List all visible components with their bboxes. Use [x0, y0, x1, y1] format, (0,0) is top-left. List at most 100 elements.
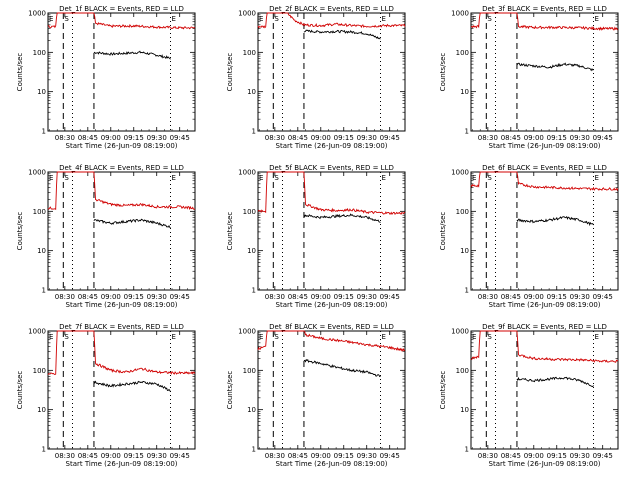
series-lld-line [47, 171, 196, 211]
x-tick-label: 09:00 [311, 134, 331, 142]
y-tick-label: 100 [456, 367, 469, 375]
series-events-line [516, 376, 594, 388]
marker-label: S [274, 333, 279, 341]
y-axis-label: Counts/sec [439, 212, 447, 251]
marker-label: E [472, 174, 476, 182]
y-tick-label: 1 [252, 287, 256, 295]
x-tick-label: 08:30 [265, 452, 285, 460]
x-tick-label: 08:45 [78, 293, 98, 301]
x-axis-label: Start Time (26-Jun-09 08:19:00) [489, 460, 601, 468]
marker-label: S [487, 174, 492, 182]
x-axis-label: Start Time (26-Jun-09 08:19:00) [66, 142, 178, 150]
y-tick-label: 100 [243, 49, 256, 57]
x-tick-label: 08:30 [265, 134, 285, 142]
y-tick-label: 1000 [238, 328, 256, 336]
panel-title: Det_3f BLACK = Events, RED = LLD [482, 5, 607, 13]
series-events-line [516, 62, 594, 72]
series-lld-line [257, 12, 406, 29]
panel-1: Det_1f BLACK = Events, RED = LLD Counts/s… [16, 5, 196, 150]
y-tick-label: 100 [33, 49, 46, 57]
marker-label: S [64, 333, 69, 341]
y-tick-label: 100 [243, 367, 256, 375]
x-tick-label: 08:45 [78, 134, 98, 142]
panel-title: Det_4f BLACK = Events, RED = LLD [59, 164, 184, 172]
marker-label: E [49, 174, 53, 182]
x-tick-label: 09:15 [124, 452, 144, 460]
x-tick-label: 09:15 [547, 134, 567, 142]
y-axis-label: Counts/sec [439, 371, 447, 410]
x-tick-label: 09:00 [101, 452, 121, 460]
x-tick-label: 09:15 [547, 452, 567, 460]
x-tick-label: 09:45 [593, 134, 613, 142]
panel-8: Det_8f BLACK = Events, RED = LLD Counts/s… [226, 323, 406, 468]
x-tick-label: 09:15 [124, 293, 144, 301]
x-tick-label: 09:30 [147, 134, 167, 142]
x-axis-label: Start Time (26-Jun-09 08:19:00) [489, 301, 601, 309]
y-tick-label: 1000 [28, 10, 46, 18]
x-tick-label: 09:00 [524, 452, 544, 460]
y-tick-label: 10 [247, 406, 256, 414]
x-axis-label: Start Time (26-Jun-09 08:19:00) [276, 142, 388, 150]
x-tick-label: 09:00 [524, 293, 544, 301]
panel-title: Det_6f BLACK = Events, RED = LLD [482, 164, 607, 172]
y-axis-label: Counts/sec [226, 212, 234, 251]
y-tick-label: 1 [465, 446, 469, 454]
marker-label: S [64, 174, 69, 182]
x-tick-label: 08:30 [55, 452, 75, 460]
x-tick-label: 08:45 [288, 134, 308, 142]
panel-5: Det_5f BLACK = Events, RED = LLD Counts/s… [226, 164, 406, 309]
marker-label: E [382, 15, 386, 23]
x-tick-label: 09:00 [524, 134, 544, 142]
plot-frame [257, 171, 406, 291]
plot-frame [470, 330, 619, 450]
y-axis-label: Counts/sec [226, 53, 234, 92]
y-tick-label: 1 [42, 446, 46, 454]
panel-2: Det_2f BLACK = Events, RED = LLD Counts/s… [226, 5, 406, 150]
x-tick-label: 09:45 [380, 293, 400, 301]
y-tick-label: 1000 [28, 328, 46, 336]
marker-label: E [172, 15, 176, 23]
y-tick-label: 10 [460, 247, 469, 255]
x-tick-label: 09:00 [101, 134, 121, 142]
marker-label: S [274, 15, 279, 23]
plot-frame [470, 171, 619, 291]
x-tick-label: 09:30 [570, 134, 590, 142]
x-tick-label: 09:45 [170, 134, 190, 142]
y-tick-label: 1 [465, 128, 469, 136]
panel-6: Det_6f BLACK = Events, RED = LLD Counts/s… [439, 164, 619, 309]
series-lld-line [470, 12, 619, 31]
x-axis-label: Start Time (26-Jun-09 08:19:00) [276, 301, 388, 309]
series-events-line [93, 380, 171, 393]
marker-label: E [259, 333, 263, 341]
plot-frame [257, 330, 406, 450]
x-tick-label: 09:15 [334, 452, 354, 460]
x-tick-label: 08:45 [78, 452, 98, 460]
x-tick-label: 09:30 [570, 452, 590, 460]
marker-label: E [595, 15, 599, 23]
y-tick-label: 1 [465, 287, 469, 295]
x-tick-label: 09:30 [357, 452, 377, 460]
y-tick-label: 100 [243, 208, 256, 216]
panel-7: Det_7f BLACK = Events, RED = LLD Counts/s… [16, 323, 196, 468]
plot-frame [47, 171, 196, 291]
marker-label: E [382, 174, 386, 182]
series-events-line [303, 358, 381, 378]
x-tick-label: 09:45 [380, 452, 400, 460]
x-tick-label: 09:30 [357, 134, 377, 142]
marker-label: E [259, 174, 263, 182]
y-tick-label: 1 [252, 446, 256, 454]
y-tick-label: 1000 [238, 169, 256, 177]
y-axis-label: Counts/sec [16, 212, 24, 251]
x-tick-label: 08:45 [288, 293, 308, 301]
y-axis-label: Counts/sec [16, 371, 24, 410]
marker-label: E [382, 333, 386, 341]
y-tick-label: 10 [460, 406, 469, 414]
x-tick-label: 09:45 [593, 293, 613, 301]
marker-label: S [487, 333, 492, 341]
x-tick-label: 08:30 [478, 293, 498, 301]
x-tick-label: 09:45 [170, 293, 190, 301]
series-events-line [303, 213, 381, 223]
x-tick-label: 08:45 [501, 452, 521, 460]
plot-frame [257, 12, 406, 132]
